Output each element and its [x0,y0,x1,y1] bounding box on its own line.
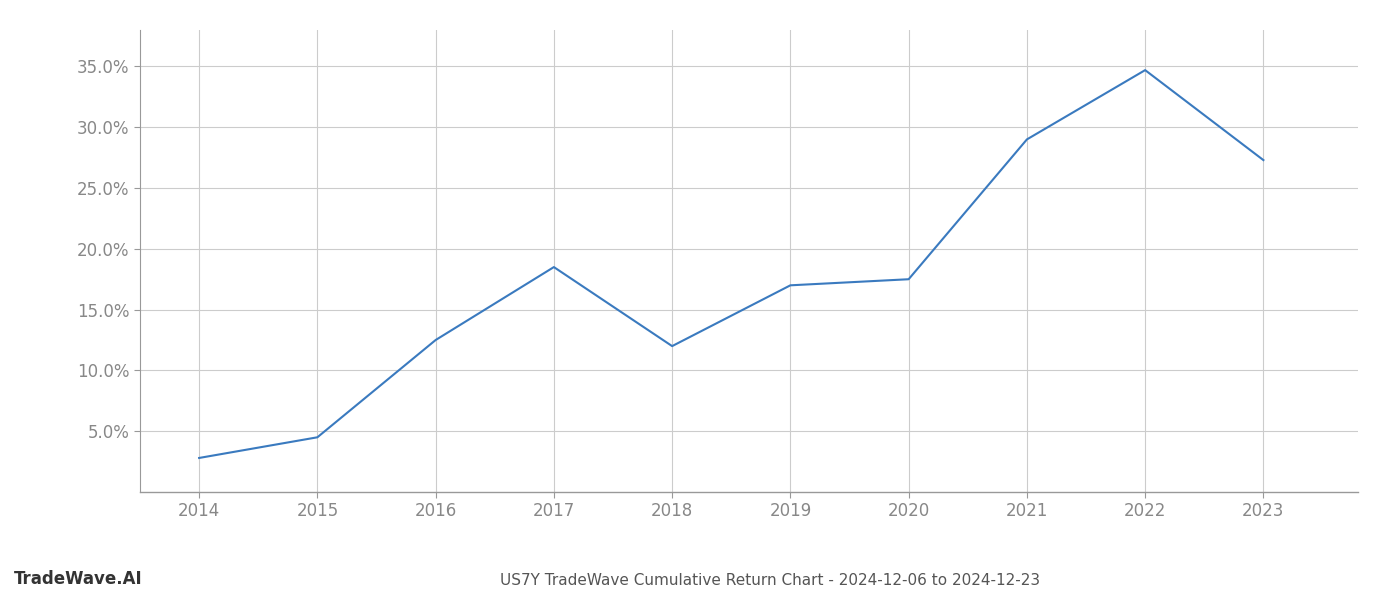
Text: US7Y TradeWave Cumulative Return Chart - 2024-12-06 to 2024-12-23: US7Y TradeWave Cumulative Return Chart -… [500,573,1040,588]
Text: TradeWave.AI: TradeWave.AI [14,570,143,588]
